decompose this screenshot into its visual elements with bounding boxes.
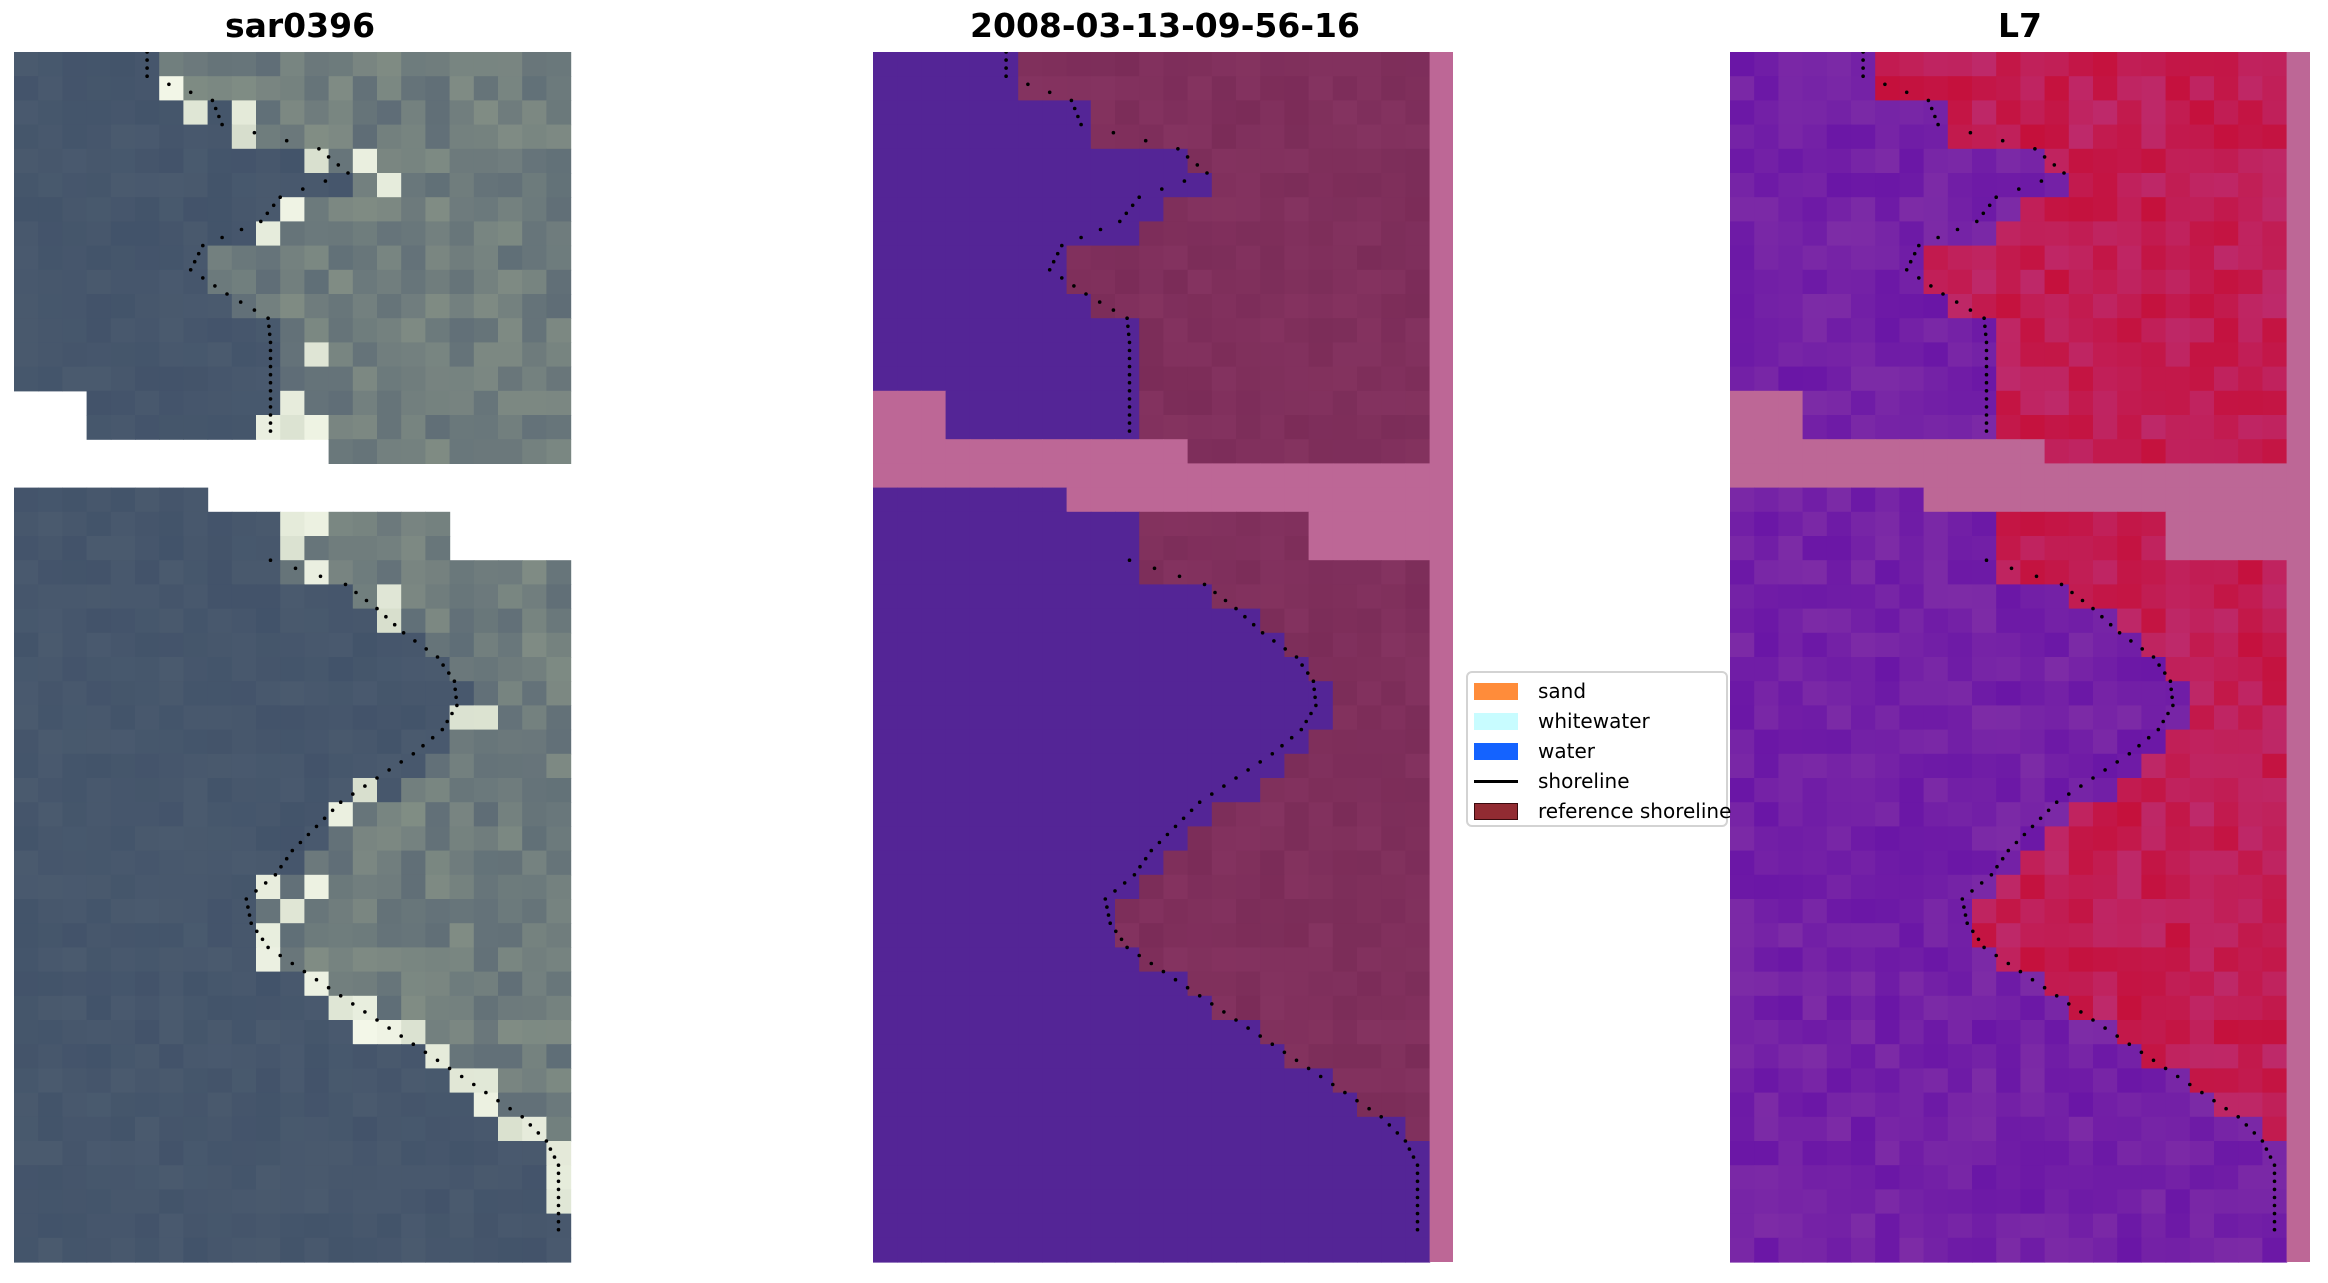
index-image-canvas [1730,52,2310,1263]
classified-image-panel [873,52,1453,1268]
shoreline-dots [145,52,561,1232]
shoreline-line-swatch [1474,779,1518,783]
whitewater-swatch [1474,712,1518,730]
rgb-image-panel [14,52,594,1268]
legend-label: shoreline [1538,769,1630,793]
panel-title-classified: 2008-03-13-09-56-16 [970,6,1360,45]
legend-label: reference shoreline [1538,799,1732,823]
legend-item-sand: sand [1474,676,1586,706]
no-data-strip [2286,52,2310,1262]
legend-item-water: water [1474,736,1595,766]
panel-title-rgb: sar0396 [225,6,376,45]
shoreline-dots [1004,52,1420,1232]
legend-label: sand [1538,679,1587,703]
pixel-grid [14,52,572,1263]
reference-shoreline-swatch [1474,802,1518,820]
sand-swatch [1474,682,1518,700]
legend-label: whitewater [1538,709,1650,733]
panel-title-index: L7 [1998,6,2042,45]
legend: sand whitewater water shoreline referenc… [1466,671,1731,827]
rgb-image-canvas [14,52,572,1263]
shoreline-dots [1861,52,2277,1232]
pixel-grid [873,52,1431,1263]
legend-item-shoreline: shoreline [1474,766,1630,796]
classified-image-canvas [873,52,1453,1263]
water-swatch [1474,742,1518,760]
no-data-strip [1429,52,1453,1262]
legend-item-whitewater: whitewater [1474,706,1650,736]
index-image-panel [1730,52,2310,1268]
pixel-grid [1730,52,2288,1263]
legend-label: water [1538,739,1595,763]
legend-item-reference-shoreline: reference shoreline [1474,796,1731,826]
